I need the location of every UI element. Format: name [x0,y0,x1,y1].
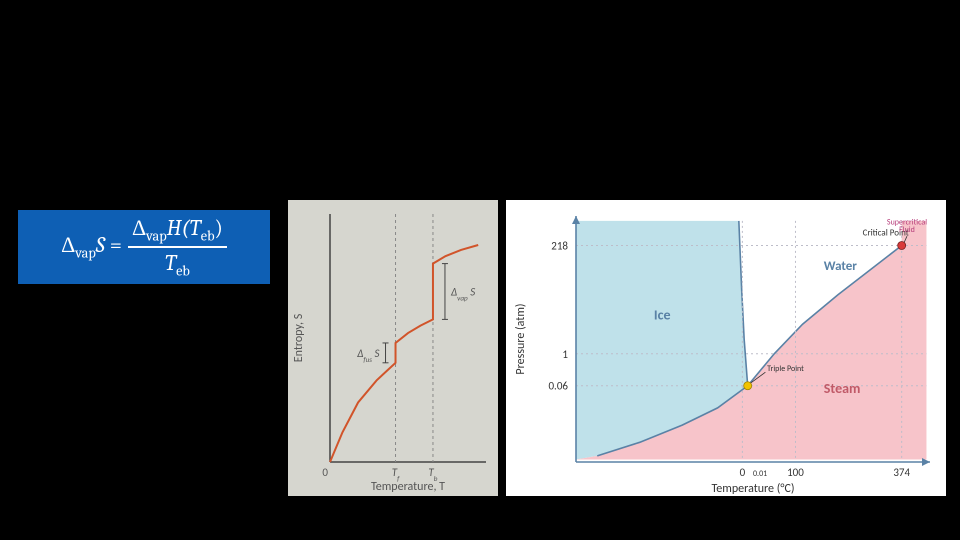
subtitle-line1: O que acontece à entropia durante uma [28,96,511,133]
slide-subtitle: O que acontece à entropia durante uma tr… [28,96,511,171]
phase-diagram: 0 100 374 0.01 218 1 0.06 Temperature (°C) Press… [506,200,946,496]
svg-text:0.06: 0.06 [548,380,568,393]
svg-text:Ice: Ice [654,306,671,323]
svg-text:Δvap S: Δvap S [450,286,475,303]
slide-title: 2ª Lei da termodinâmica [44,28,348,65]
svg-text:Entropy, S: Entropy, S [292,313,306,362]
formula-lhs: ΔvapS = [61,232,122,261]
svg-text:Δfus S: Δfus S [356,347,379,364]
svg-text:Temperature (°C): Temperature (°C) [712,482,795,496]
formula-box: ΔvapS = ΔvapH(Teb) Teb [18,210,270,284]
svg-text:374: 374 [893,466,910,479]
svg-text:Fluid: Fluid [899,225,915,235]
svg-text:218: 218 [551,240,568,253]
fraction-bar [128,246,227,248]
svg-text:Pressure (atm): Pressure (atm) [514,303,528,374]
formula-numerator: ΔvapH(Teb) [128,215,227,244]
entropy-chart: Δfus SΔvap STfTb0Temperature, TEntropy, … [288,200,498,496]
svg-text:0.01: 0.01 [753,469,767,479]
formula-denominator: Teb [161,250,194,279]
svg-text:Water: Water [824,259,858,274]
svg-text:Steam: Steam [824,380,861,397]
svg-text:Triple Point: Triple Point [767,364,804,374]
subtitle-line2: transição de fase? [28,134,248,171]
svg-text:Temperature, T: Temperature, T [371,480,445,494]
svg-text:100: 100 [787,466,804,479]
svg-text:0: 0 [322,466,328,479]
svg-text:0: 0 [740,466,746,479]
formula-fraction: ΔvapH(Teb) Teb [128,215,227,279]
svg-text:1: 1 [562,348,568,361]
